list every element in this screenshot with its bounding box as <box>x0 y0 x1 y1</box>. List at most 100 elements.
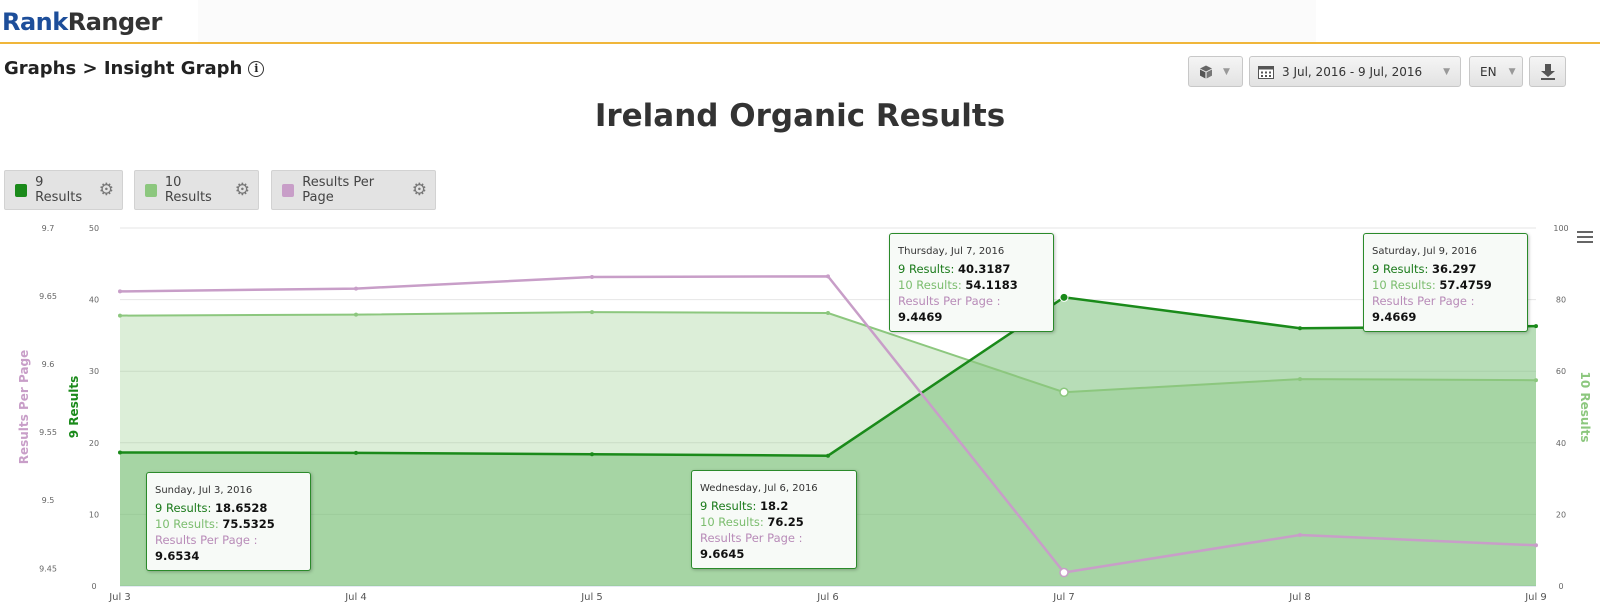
tooltip-10-results-value: 76.25 <box>767 515 804 529</box>
language-dropdown[interactable]: EN ▼ <box>1469 56 1523 87</box>
chevron-down-icon: ▼ <box>1508 66 1516 77</box>
marker-9-results-jul-7 <box>1059 292 1069 302</box>
y-tick-label-rpp: 9.55 <box>39 428 57 437</box>
tooltip-10-results-label: 10 Results <box>1372 278 1432 292</box>
y-tick-label-rpp: 9.6 <box>42 360 55 369</box>
tooltip-10-results-value: 54.1183 <box>965 278 1018 292</box>
x-tick-label: Jul 9 <box>1524 592 1547 603</box>
tooltip-9-results-value: 40.3187 <box>958 262 1011 276</box>
language-value: EN <box>1480 64 1497 79</box>
y-tick-label-rpp: 9.5 <box>42 496 55 505</box>
top-bar: RankRanger <box>0 0 1600 44</box>
cube-icon <box>1200 65 1212 78</box>
y-tick-label-10-results: 0 <box>1558 582 1563 591</box>
chart-title: Ireland Organic Results <box>594 98 1006 134</box>
y-tick-label-9-results: 30 <box>89 367 99 376</box>
y-axis-title-9-results: 9 Results <box>67 376 81 439</box>
tooltip-jul-9: Saturday, Jul 9, 2016 9 Results: 36.297 … <box>1363 233 1528 332</box>
tooltip-rpp-value: 9.6534 <box>155 549 200 563</box>
y-tick-label-9-results: 0 <box>91 582 96 591</box>
y-tick-label-10-results: 20 <box>1556 510 1566 519</box>
tooltip-9-results-label: 9 Results <box>155 501 208 515</box>
tooltip-jul-3: Sunday, Jul 3, 2016 9 Results: 18.6528 1… <box>146 472 311 571</box>
y-tick-label-10-results: 40 <box>1556 439 1566 448</box>
chart-area: 9.79.659.69.559.59.455040302010010080604… <box>17 224 1592 603</box>
y-tick-label-9-results: 20 <box>89 439 99 448</box>
legend-swatch <box>15 183 28 197</box>
tooltip-rpp-label: Results Per Page <box>898 294 994 308</box>
x-tick-label: Jul 7 <box>1052 592 1075 603</box>
logo-ranger: Ranger <box>67 8 163 36</box>
area-9-results <box>120 297 1536 586</box>
top-bar-strip <box>198 0 1316 42</box>
calendar-icon <box>1258 65 1274 79</box>
point-9-results <box>826 453 830 458</box>
tooltip-10-results-label: 10 Results <box>898 278 958 292</box>
tooltip-date: Sunday, Jul 3, 2016 <box>155 485 253 496</box>
point-9-results <box>1298 326 1302 331</box>
x-tick-label: Jul 3 <box>108 592 131 603</box>
download-button[interactable] <box>1529 56 1566 87</box>
point-10-results <box>826 311 830 316</box>
legend-item-10-results[interactable]: 10 Results ⚙ <box>134 170 259 210</box>
tooltip-10-results-label: 10 Results <box>155 517 215 531</box>
point-results-per-page <box>118 289 122 294</box>
point-results-per-page <box>590 275 594 280</box>
info-icon[interactable]: i <box>248 60 265 77</box>
view-mode-dropdown[interactable]: ▼ <box>1188 56 1243 87</box>
y-tick-label-rpp: 9.45 <box>39 564 57 573</box>
breadcrumb: Graphs > Insight Graph i <box>4 58 265 79</box>
tooltip-rpp-value: 9.4469 <box>898 310 943 324</box>
y-tick-label-9-results: 50 <box>89 224 99 233</box>
legend-label: Results Per Page <box>302 175 375 205</box>
point-results-per-page <box>354 286 358 291</box>
point-10-results <box>1298 377 1302 382</box>
x-tick-label: Jul 8 <box>1288 592 1311 603</box>
x-tick-label: Jul 6 <box>816 592 839 603</box>
y-tick-label-9-results: 10 <box>89 510 99 519</box>
legend-item-9-results[interactable]: 9 Results ⚙ <box>4 170 123 210</box>
y-axis-title-rpp: Results Per Page <box>17 350 31 465</box>
tooltip-rpp-label: Results Per Page <box>1372 294 1468 308</box>
tooltip-date: Thursday, Jul 7, 2016 <box>898 246 1005 257</box>
point-9-results <box>1534 324 1538 329</box>
breadcrumb-text: Graphs > Insight Graph <box>4 58 243 79</box>
point-10-results <box>1534 378 1538 383</box>
y-tick-label-rpp: 9.65 <box>39 292 57 301</box>
tooltip-rpp-value: 9.4669 <box>1372 310 1417 324</box>
tooltip-10-results-value: 57.4759 <box>1439 278 1492 292</box>
gear-icon[interactable]: ⚙ <box>411 180 427 200</box>
legend-swatch <box>282 183 295 197</box>
logo[interactable]: RankRanger <box>2 8 162 36</box>
point-9-results <box>354 450 358 455</box>
gear-icon[interactable]: ⚙ <box>98 180 114 200</box>
point-9-results <box>590 452 594 457</box>
marker-rpp-jul-7 <box>1059 567 1069 578</box>
date-range-picker[interactable]: 3 Jul, 2016 - 9 Jul, 2016 ▼ <box>1249 56 1461 87</box>
point-results-per-page <box>1298 532 1302 537</box>
x-tick-label: Jul 4 <box>344 592 367 603</box>
download-icon <box>1540 63 1555 80</box>
point-results-per-page <box>1534 543 1538 548</box>
point-10-results <box>354 312 358 317</box>
point-10-results <box>118 313 122 318</box>
chevron-down-icon: ▼ <box>1223 66 1230 77</box>
tooltip-9-results-value: 18.6528 <box>215 501 268 515</box>
tooltip-date: Saturday, Jul 9, 2016 <box>1372 246 1477 257</box>
hamburger-menu-icon[interactable] <box>1577 231 1593 246</box>
tooltip-rpp-label: Results Per Page <box>700 531 796 545</box>
tooltip-9-results-label: 9 Results <box>1372 262 1425 276</box>
tooltip-jul-7: Thursday, Jul 7, 2016 9 Results: 40.3187… <box>889 233 1054 332</box>
y-tick-label-9-results: 40 <box>89 296 99 305</box>
point-9-results <box>118 450 122 455</box>
gear-icon[interactable]: ⚙ <box>234 180 250 200</box>
y-tick-label-10-results: 100 <box>1553 224 1568 233</box>
tooltip-10-results-value: 75.5325 <box>222 517 275 531</box>
tooltip-9-results-value: 36.297 <box>1432 262 1477 276</box>
date-range-value: 3 Jul, 2016 - 9 Jul, 2016 <box>1282 64 1423 79</box>
legend-item-results-per-page[interactable]: Results Per Page ⚙ <box>271 170 436 210</box>
tooltip-date: Wednesday, Jul 6, 2016 <box>700 483 818 494</box>
y-tick-label-10-results: 60 <box>1556 367 1566 376</box>
tooltip-rpp-value: 9.6645 <box>700 547 745 561</box>
y-axis-title-10-results: 10 Results <box>1578 372 1592 443</box>
